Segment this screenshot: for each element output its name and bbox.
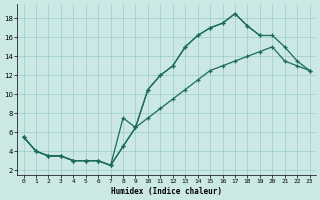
X-axis label: Humidex (Indice chaleur): Humidex (Indice chaleur) [111, 187, 222, 196]
